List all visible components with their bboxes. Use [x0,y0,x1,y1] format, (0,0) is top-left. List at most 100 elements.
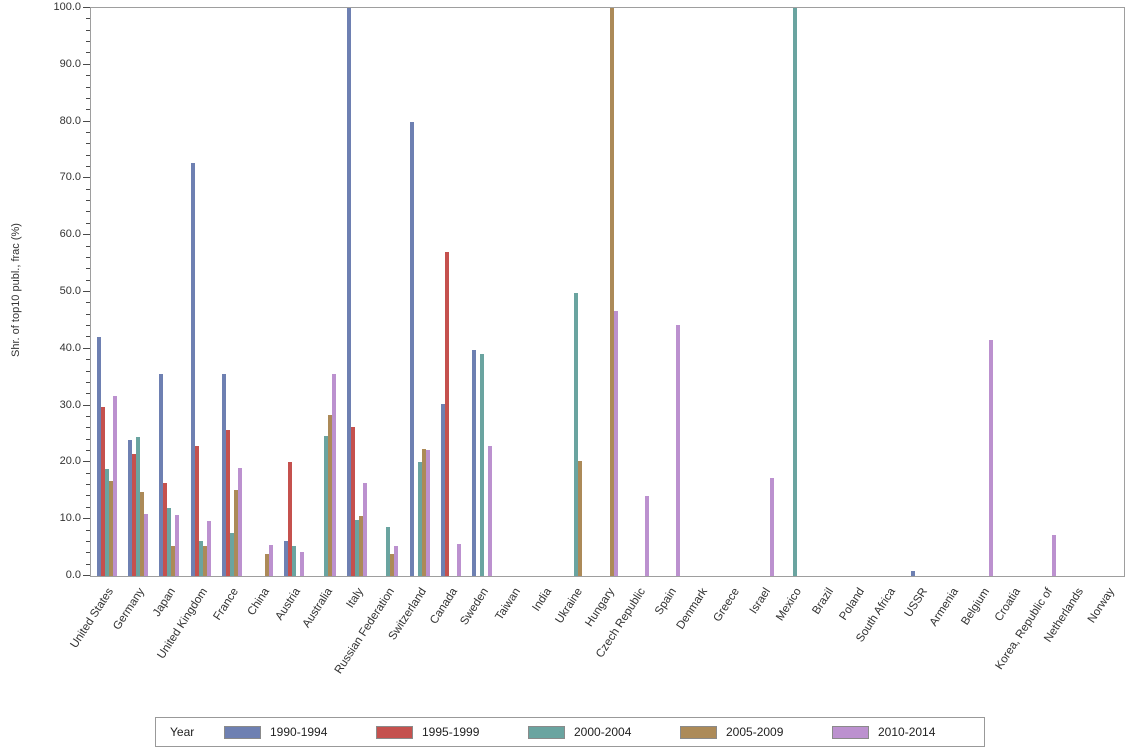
y-minor-tick [86,245,90,247]
legend-swatch-icon [832,725,869,739]
y-minor-tick [86,131,90,133]
legend-swatch-icon [680,725,717,739]
bar-1995-1999-Austria [288,462,293,576]
bar-2000-2004-United States [104,469,109,576]
y-tick-label: 100.0 [53,1,81,13]
bar-2000-2004-Japan [167,508,172,576]
bar-1990-1994-Canada [440,404,445,576]
bar-2000-2004-France [229,533,234,576]
y-minor-tick [86,325,90,327]
legend-label: 1995-1999 [422,725,480,739]
bar-2010-2014-Canada [456,543,461,576]
bar-2005-2009-Hungary [609,8,614,576]
bar-2005-2009-China [265,553,270,576]
y-minor-tick [86,143,90,145]
bar-2005-2009-Australia [327,415,332,576]
bar-2010-2014-United States [112,395,117,576]
y-tick-label: 80.0 [59,114,81,127]
bar-1990-1994-Austria [284,540,289,576]
legend-label: 2000-2004 [574,725,632,739]
y-major-tick [83,7,90,8]
legend-label: 2010-2014 [878,725,936,739]
bar-2005-2009-Russian Federation [390,553,395,576]
bar-2010-2014-Israel [770,478,774,576]
y-major-tick [83,63,90,65]
plot-area [90,7,1125,577]
y-minor-tick [86,336,90,338]
bar-1995-1999-Canada [444,252,449,576]
bar-1990-1994-Germany [127,440,132,576]
y-minor-tick [86,370,90,372]
y-minor-tick [86,166,90,168]
bar-2005-2009-Switzerland [421,448,426,576]
y-minor-tick [86,97,90,99]
bar-1990-1994-France [221,374,226,576]
y-tick-label: 10.0 [59,512,81,525]
bar-2000-2004-Sweden [480,354,485,576]
y-axis-title: Shr. of top10 publ., frac (%) [10,223,22,357]
bar-1990-1994-Switzerland [409,121,414,576]
bar-2000-2004-Austria [292,546,297,576]
bar-1995-1999-Japan [163,482,168,576]
legend-swatch-icon [528,725,565,739]
legend-entry-1990-1994: 1990-1994 [224,725,376,739]
bar-1990-1994-Sweden [472,349,477,576]
bar-2010-2014-Korea, Republic of [1051,534,1056,576]
y-minor-tick [86,359,90,361]
bar-1995-1999-United Kingdom [194,445,199,576]
bar-2010-2014-Russian Federation [394,545,399,576]
y-minor-tick [86,200,90,202]
bar-1995-1999-Germany [131,453,136,576]
y-major-tick [83,347,90,349]
bar-2010-2014-Spain [676,324,681,576]
y-minor-tick [86,256,90,258]
bar-2005-2009-Japan [171,546,176,576]
y-minor-tick [86,279,90,281]
y-minor-tick [86,86,90,88]
bar-1990-1994-United Kingdom [190,162,195,576]
bar-2010-2014-Czech Republic [644,495,649,576]
bar-1995-1999-France [225,430,230,576]
legend-swatch-icon [376,725,413,739]
y-minor-tick [86,506,90,508]
bar-2010-2014-Japan [175,515,180,576]
legend-entry-2005-2009: 2005-2009 [680,725,832,739]
y-minor-tick [86,381,90,383]
y-minor-tick [86,415,90,417]
bar-1990-1994-Japan [159,374,164,576]
bar-2010-2014-Hungary [613,310,618,576]
y-minor-tick [86,18,90,20]
y-tick-label: 90.0 [59,57,81,70]
y-minor-tick [86,563,90,565]
y-minor-tick [86,154,90,156]
bar-2010-2014-Switzerland [425,449,430,576]
bar-2010-2014-Germany [143,513,148,576]
y-minor-tick [86,313,90,315]
bar-2010-2014-France [237,468,242,576]
bar-2010-2014-Australia [331,374,336,576]
y-major-tick [83,404,90,406]
y-tick-label: 50.0 [59,285,81,297]
bar-2005-2009-Ukraine [578,460,583,576]
bar-2000-2004-Switzerland [417,461,422,576]
y-major-tick [83,291,90,292]
y-minor-tick [86,427,90,429]
y-minor-tick [86,302,90,304]
legend-entry-2010-2014: 2010-2014 [832,725,984,739]
y-minor-tick [86,211,90,213]
bar-2005-2009-Italy [359,516,364,576]
bar-2010-2014-China [269,544,274,576]
y-minor-tick [86,495,90,497]
bar-2000-2004-Mexico [793,8,798,576]
bar-2010-2014-Italy [363,483,368,576]
bar-2010-2014-Belgium [989,340,994,576]
y-major-tick [83,461,90,463]
bar-2000-2004-Australia [323,435,328,576]
bar-1990-1994-Italy [347,8,352,576]
y-minor-tick [86,484,90,486]
legend-label: 1990-1994 [270,725,328,739]
x-tick-label-United States: United States [68,586,116,651]
legend-entry-2000-2004: 2000-2004 [528,725,680,739]
y-minor-tick [86,450,90,452]
y-minor-tick [86,222,90,224]
